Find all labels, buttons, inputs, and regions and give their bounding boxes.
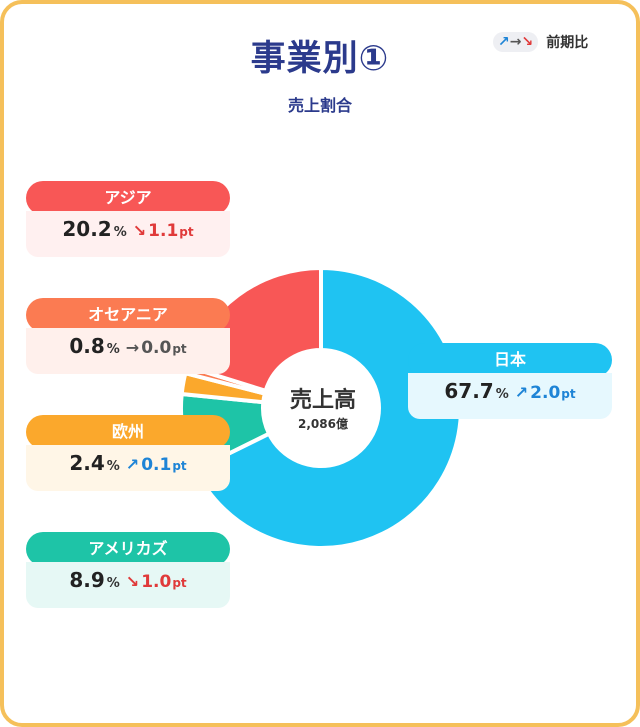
change-legend: ↗→↘ 前期比 [493, 32, 588, 52]
up-arrow-icon: ↗ [498, 34, 510, 50]
card-head: アジア [26, 181, 230, 215]
card-body: 2.4% ↗ 0.1 pt [26, 445, 230, 491]
down-arrow-icon: ↘ [125, 572, 140, 591]
percent-unit: % [106, 576, 120, 591]
percent-unit: % [106, 342, 120, 357]
legend-label: 前期比 [546, 35, 589, 51]
up-arrow-icon: ↗ [125, 455, 140, 474]
percent-unit: % [495, 387, 509, 402]
share-value: 8.9 [69, 568, 105, 592]
down-arrow-icon: ↘ [132, 221, 147, 240]
pt-unit: pt [172, 342, 187, 356]
card-head: 日本 [408, 343, 612, 377]
pt-unit: pt [172, 459, 187, 473]
page-title: 事業別① [250, 39, 390, 79]
percent-unit: % [106, 459, 120, 474]
card-oceania: オセアニア 0.8% → 0.0 pt [26, 298, 230, 374]
change-value: 0.1 [141, 455, 172, 475]
share-value: 0.8 [69, 334, 105, 358]
card-body: 20.2% ↘ 1.1 pt [26, 211, 230, 257]
card-body: 8.9% ↘ 1.0 pt [26, 562, 230, 608]
page-subtitle: 売上割合 [287, 96, 352, 115]
share-value: 2.4 [69, 451, 105, 475]
pt-unit: pt [561, 387, 576, 401]
change-value: 2.0 [530, 383, 561, 403]
up-arrow-icon: ↗ [514, 383, 529, 402]
card-europe: 欧州 2.4% ↗ 0.1 pt [26, 415, 230, 491]
down-arrow-icon: ↘ [521, 34, 534, 50]
card-head: アメリカズ [26, 532, 230, 566]
center-value: 2,086億 [298, 417, 348, 431]
pt-unit: pt [172, 576, 187, 590]
change-value: 0.0 [141, 338, 172, 358]
card-americas: アメリカズ 8.9% ↘ 1.0 pt [26, 532, 230, 608]
card-head: オセアニア [26, 298, 230, 332]
center-label: 売上高 [289, 388, 356, 413]
flat-arrow-icon: → [125, 338, 140, 357]
card-body: 67.7% ↗ 2.0 pt [408, 373, 612, 419]
card-body: 0.8% → 0.0 pt [26, 328, 230, 374]
change-value: 1.0 [141, 572, 172, 592]
share-value: 20.2 [62, 217, 112, 241]
donut-hole [264, 351, 378, 465]
legend-arrows: ↗→↘ [493, 32, 539, 52]
percent-unit: % [113, 225, 127, 240]
card-head: 欧州 [26, 415, 230, 449]
card-japan: 日本 67.7% ↗ 2.0 pt [408, 343, 612, 419]
share-value: 67.7 [444, 379, 494, 403]
flat-arrow-icon: → [509, 34, 522, 50]
change-value: 1.1 [148, 221, 179, 241]
card-asia: アジア 20.2% ↘ 1.1 pt [26, 181, 230, 257]
pt-unit: pt [179, 225, 194, 239]
